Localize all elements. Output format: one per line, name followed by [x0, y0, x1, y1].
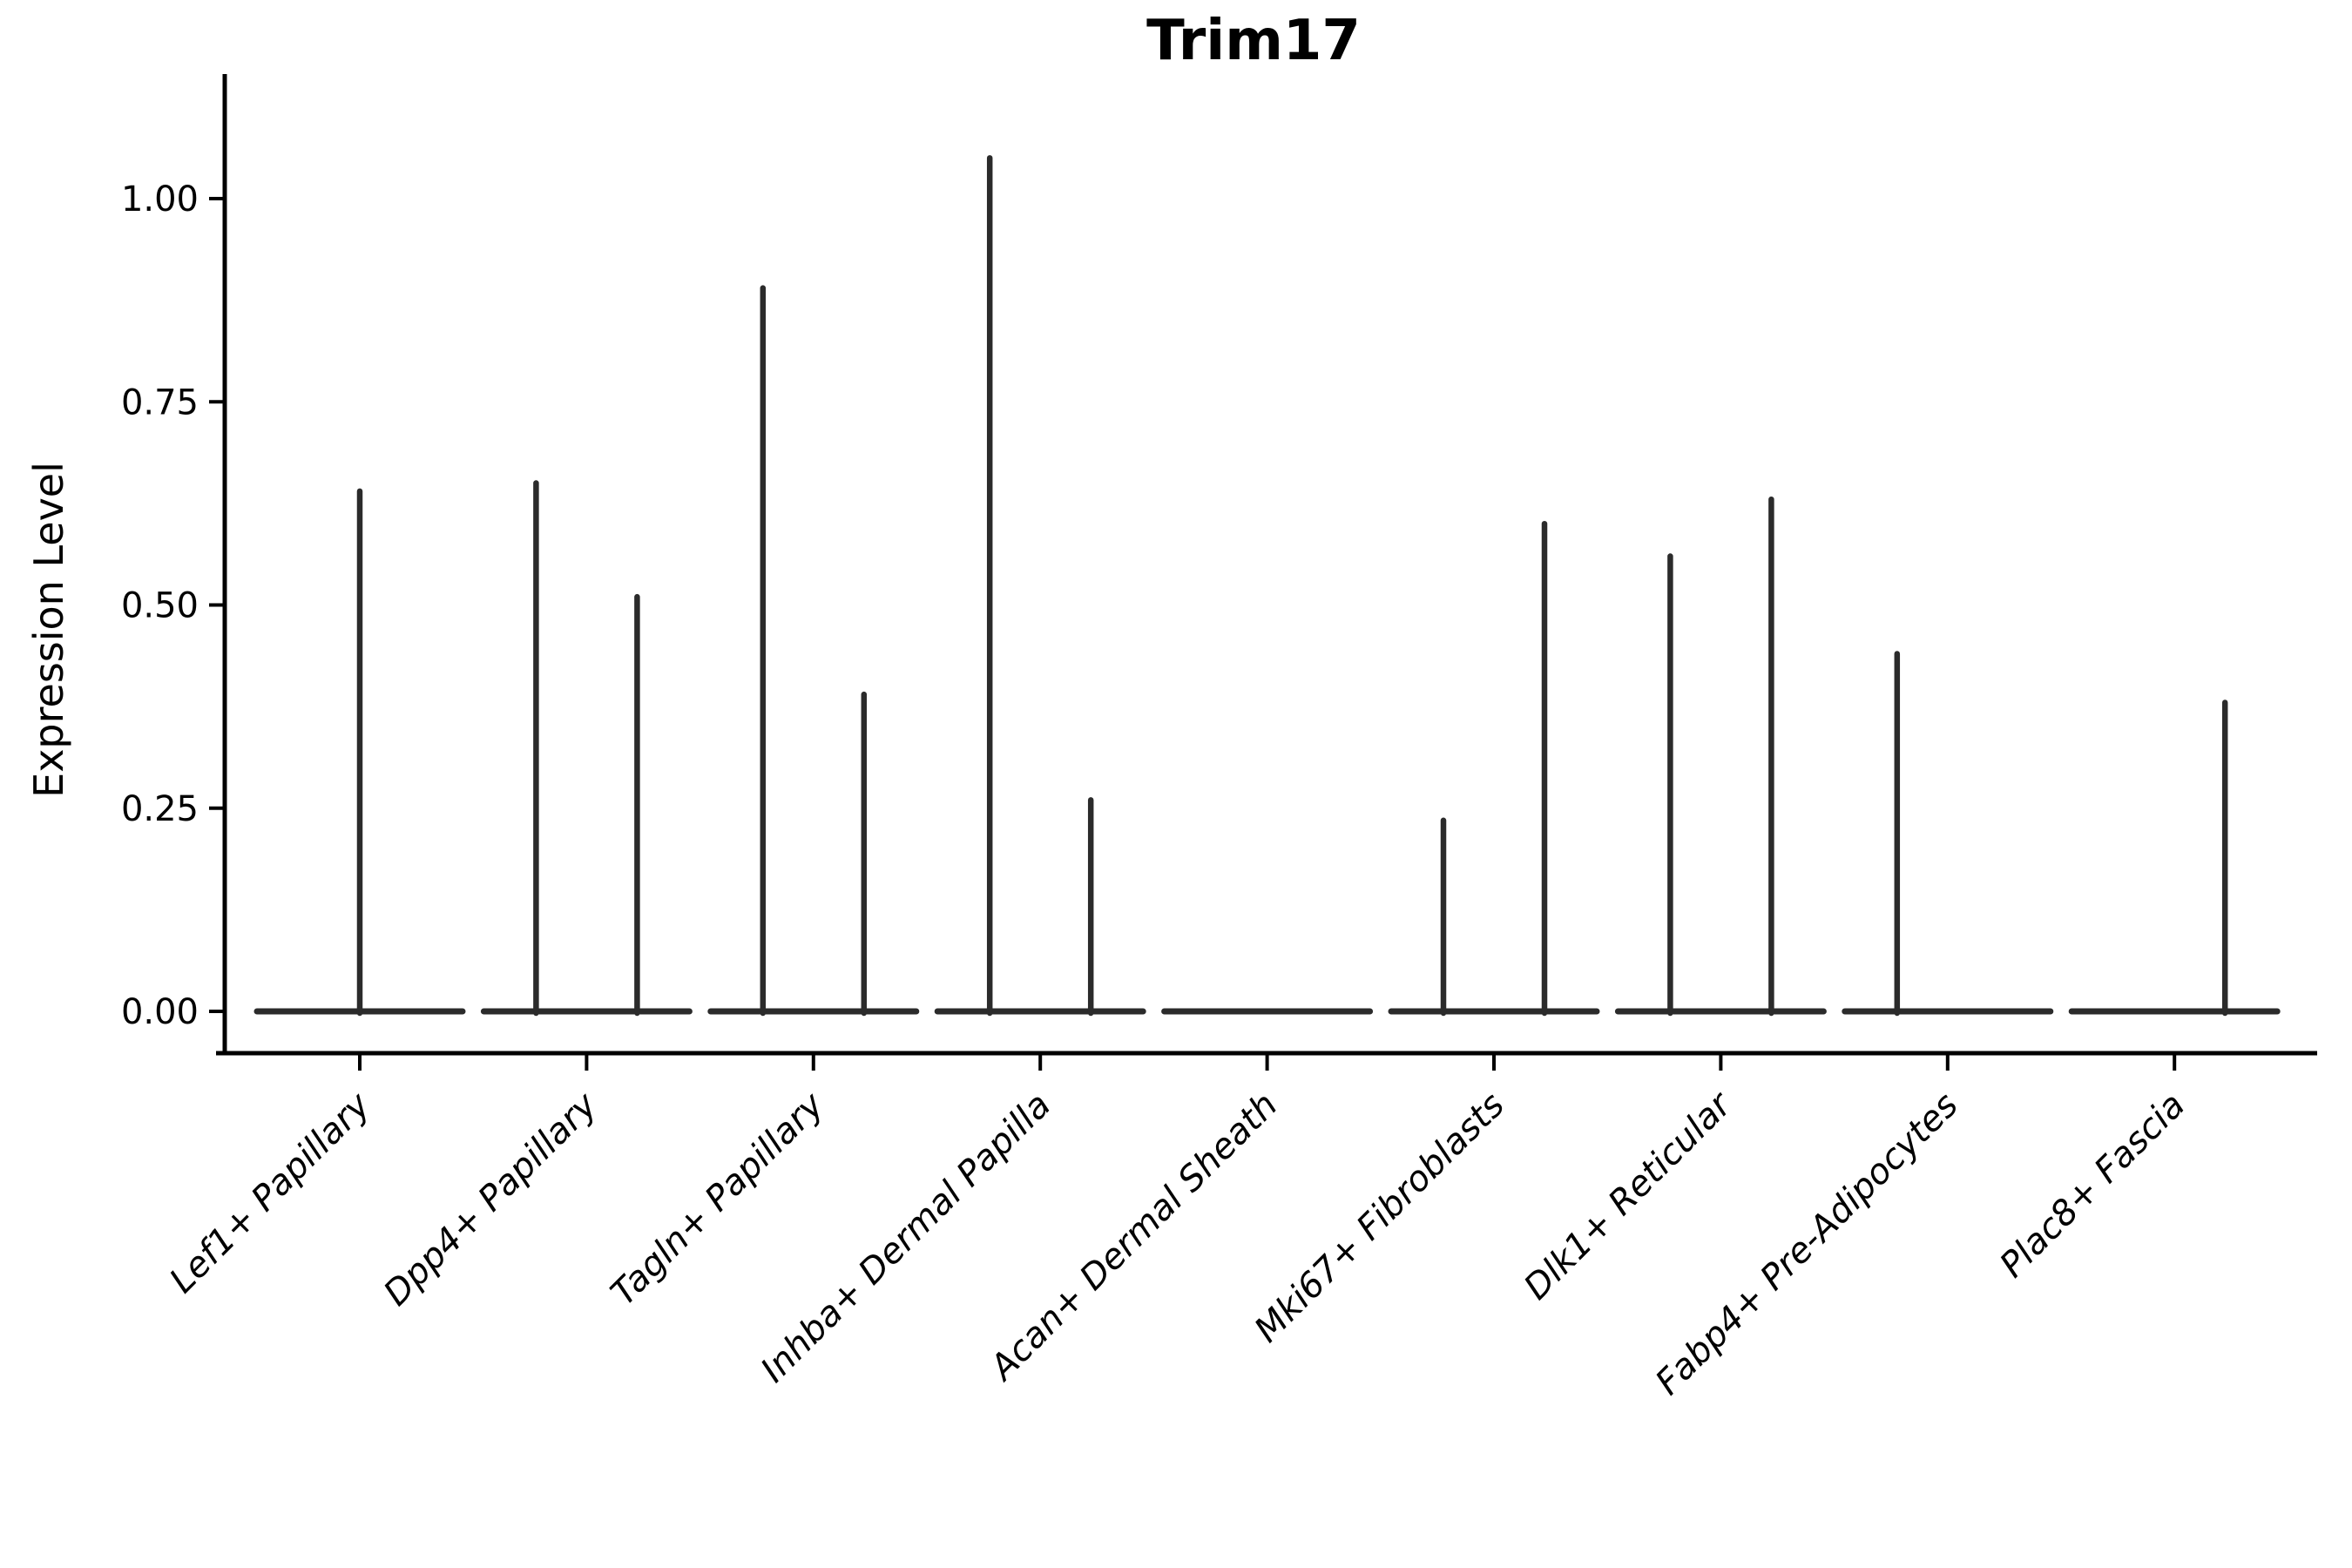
x-tick-label: Dlk1+ Reticular	[1517, 1084, 1740, 1308]
x-tick-label: Mki67+ Fibroblasts	[1247, 1085, 1512, 1351]
y-tick-label: 0.00	[121, 992, 199, 1032]
x-tick-label: Plac8+ Fascia	[1992, 1085, 2193, 1286]
y-tick-label: 0.50	[121, 586, 199, 626]
x-tick-label: Tagln+ Papillary	[604, 1085, 833, 1314]
y-tick-label: 0.25	[121, 789, 199, 829]
x-tick-label: Lef1+ Papillary	[162, 1085, 379, 1301]
y-tick-label: 0.75	[121, 382, 199, 422]
chart-title: Trim17	[1146, 9, 1361, 73]
x-tick-label: Dpp4+ Papillary	[376, 1085, 605, 1314]
y-axis-title: Expression Level	[25, 462, 72, 798]
y-tick-label: 1.00	[121, 179, 199, 220]
